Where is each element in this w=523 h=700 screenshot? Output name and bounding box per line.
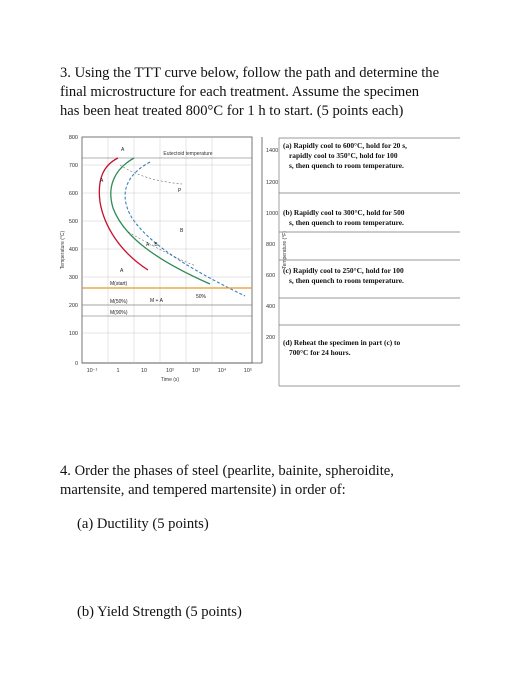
x-tick: 10 bbox=[141, 368, 147, 374]
treatment-b-line: s, then quench to room temperature. bbox=[289, 218, 404, 227]
y-tick: 300 bbox=[69, 275, 78, 281]
region-labels: A A A P B A→B M + A 50% M(start) M(50%) … bbox=[100, 147, 207, 316]
label-b: B bbox=[180, 228, 184, 234]
bainite-dashed-line bbox=[127, 231, 197, 267]
eutectoid-label: Eutectoid temperature bbox=[163, 151, 212, 157]
label-m-90: M(90%) bbox=[110, 310, 128, 316]
y-tick-right: 200 bbox=[266, 335, 275, 341]
label-m-50: M(50%) bbox=[110, 299, 128, 305]
y-tick: 500 bbox=[69, 219, 78, 225]
treatments: (a) Rapidly cool to 600°C, hold for 20 s… bbox=[283, 141, 407, 357]
question-4-part-b: (b) Yield Strength (5 points) bbox=[77, 604, 242, 620]
finish-curve bbox=[124, 161, 246, 297]
question-4-part-a: (a) Ductility (5 points) bbox=[77, 516, 209, 532]
y-tick-right: 400 bbox=[266, 304, 275, 310]
label-fifty: 50% bbox=[196, 294, 207, 300]
treatment-c-line: s, then quench to room temperature. bbox=[289, 276, 404, 285]
x-axis-label: Time (s) bbox=[161, 377, 179, 383]
y-left-ticks: 800 700 600 500 400 300 200 100 0 bbox=[69, 135, 78, 367]
label-m-start: M(start) bbox=[110, 281, 128, 287]
y-tick: 100 bbox=[69, 331, 78, 337]
question-4-prompt: 4. Order the phases of steel (pearlite, … bbox=[60, 462, 470, 500]
label-a-b: A→B bbox=[146, 242, 158, 248]
grid bbox=[82, 137, 252, 363]
y-right-label: Temperature (°F) bbox=[282, 231, 288, 269]
treatment-a-line: rapidly cool to 350°C, hold for 100 bbox=[289, 151, 398, 160]
y-tick-right: 800 bbox=[266, 242, 275, 248]
y-tick: 600 bbox=[69, 191, 78, 197]
y-right-ticks: 1400 1200 1000 800 600 400 200 bbox=[266, 148, 278, 341]
y-tick: 700 bbox=[69, 163, 78, 169]
question-3-prompt: 3. Using the TTT curve below, follow the… bbox=[60, 64, 470, 121]
treatment-d-line: 700°C for 24 hours. bbox=[289, 348, 351, 357]
treatment-c-line: (c) Rapidly cool to 250°C, hold for 100 bbox=[283, 266, 404, 275]
y-tick-right: 1400 bbox=[266, 148, 278, 154]
x-ticks: 10⁻¹ 1 10 10² 10³ 10⁴ 10⁵ bbox=[87, 367, 253, 374]
fifty-percent-curve bbox=[110, 157, 211, 285]
x-tick: 10⁻¹ bbox=[87, 368, 98, 374]
y-left-label: Temperature (°C) bbox=[60, 230, 66, 269]
label-m-a: M + A bbox=[150, 298, 164, 304]
question-4-line: martensite, and tempered martensite) in … bbox=[60, 482, 346, 498]
y-tick: 400 bbox=[69, 247, 78, 253]
label-a-mid: A bbox=[100, 178, 104, 184]
x-tick: 10⁴ bbox=[218, 367, 227, 374]
y-tick-right: 1000 bbox=[266, 211, 278, 217]
y-tick: 800 bbox=[69, 135, 78, 141]
question-3-line: has been heat treated 800°C for 1 h to s… bbox=[60, 103, 404, 119]
treatment-d-line: (d) Reheat the specimen in part (c) to bbox=[283, 338, 401, 347]
treatment-b-line: (b) Rapidly cool to 300°C, hold for 500 bbox=[283, 208, 405, 217]
y-tick: 200 bbox=[69, 303, 78, 309]
label-a-top: A bbox=[121, 147, 125, 153]
question-4-line: 4. Order the phases of steel (pearlite, … bbox=[60, 463, 394, 479]
label-a-low: A bbox=[120, 268, 124, 274]
x-tick: 10⁵ bbox=[244, 367, 252, 374]
question-3-line: 3. Using the TTT curve below, follow the… bbox=[60, 65, 440, 81]
question-3-line: final microstructure for each treatment.… bbox=[60, 84, 420, 100]
y-tick-right: 1200 bbox=[266, 180, 278, 186]
plot-frame bbox=[81, 136, 253, 364]
start-curve bbox=[98, 157, 149, 271]
y-tick-right: 600 bbox=[266, 273, 275, 279]
y-tick: 0 bbox=[75, 361, 78, 367]
treatment-a-line: s, then quench to room temperature. bbox=[289, 161, 404, 170]
pearlite-dashed-line bbox=[119, 164, 183, 185]
treatment-table bbox=[278, 137, 460, 387]
x-tick: 1 bbox=[116, 368, 119, 374]
x-tick: 10² bbox=[166, 368, 174, 374]
label-p: P bbox=[178, 188, 182, 194]
x-tick: 10³ bbox=[192, 368, 200, 374]
treatment-a-line: (a) Rapidly cool to 600°C, hold for 20 s… bbox=[283, 141, 407, 150]
